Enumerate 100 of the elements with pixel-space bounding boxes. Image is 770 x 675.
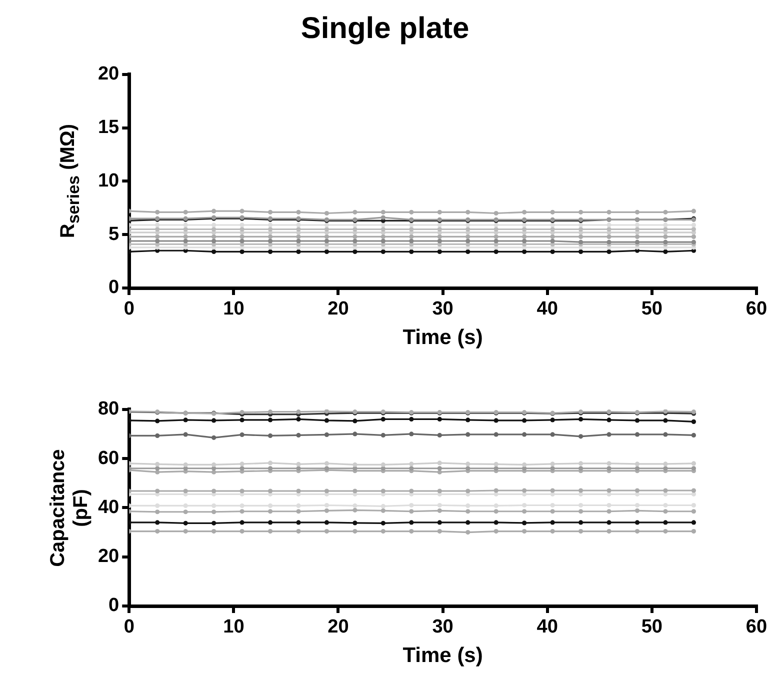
point <box>578 434 584 439</box>
point <box>437 249 442 254</box>
point <box>409 520 414 525</box>
point <box>155 503 160 508</box>
point <box>296 509 301 514</box>
point <box>240 226 244 232</box>
point <box>578 222 584 228</box>
point <box>522 226 527 232</box>
point <box>691 234 696 240</box>
point <box>352 210 358 214</box>
point <box>324 238 330 244</box>
point <box>691 222 696 228</box>
point <box>155 418 160 424</box>
point <box>494 418 498 423</box>
point <box>466 509 470 514</box>
point <box>296 222 301 228</box>
point <box>324 418 330 423</box>
point <box>240 238 244 244</box>
point <box>691 466 696 471</box>
point <box>268 418 273 422</box>
point <box>183 418 188 422</box>
point <box>268 238 273 244</box>
point <box>606 528 612 534</box>
point <box>578 249 584 254</box>
point <box>466 418 470 422</box>
point <box>437 528 442 534</box>
point <box>634 210 640 214</box>
point <box>522 432 527 437</box>
x-tick-label: 40 <box>536 298 558 320</box>
point <box>522 238 527 244</box>
point <box>324 528 330 534</box>
point <box>550 210 555 214</box>
point <box>380 462 386 467</box>
point <box>240 528 244 534</box>
point <box>380 528 386 534</box>
point <box>663 234 668 240</box>
point <box>466 234 470 240</box>
x-tick-label: 0 <box>124 298 134 320</box>
point <box>352 418 358 424</box>
point <box>606 461 612 466</box>
point <box>663 222 668 228</box>
point <box>268 466 273 471</box>
point <box>409 234 414 240</box>
point <box>240 503 244 508</box>
point <box>409 222 414 228</box>
chart-title: Single plate <box>300 12 470 46</box>
point <box>578 416 584 422</box>
point <box>352 462 358 467</box>
point <box>155 528 160 534</box>
point <box>522 509 527 514</box>
x-tick-label: 60 <box>746 616 768 638</box>
point <box>296 234 301 240</box>
point <box>324 210 330 216</box>
point <box>296 462 301 466</box>
point <box>268 210 273 214</box>
point <box>352 226 358 232</box>
point <box>550 234 555 240</box>
point <box>522 488 527 493</box>
point <box>183 510 188 514</box>
point <box>663 520 668 525</box>
point <box>296 210 301 214</box>
point <box>494 234 498 240</box>
point <box>380 215 386 220</box>
point <box>550 466 555 471</box>
point <box>606 210 612 214</box>
point <box>409 466 414 471</box>
point <box>550 249 555 254</box>
point <box>240 208 244 214</box>
point <box>240 520 244 525</box>
point <box>268 509 273 514</box>
point <box>380 222 386 228</box>
y-tick-label: 0 <box>108 595 120 616</box>
point <box>466 462 470 466</box>
point <box>296 488 301 494</box>
y-tick-label: 20 <box>98 546 120 568</box>
y-tick-label: 5 <box>108 224 120 245</box>
point <box>380 488 386 494</box>
point <box>578 234 584 240</box>
point <box>268 433 273 438</box>
point <box>578 488 584 493</box>
point <box>494 249 498 254</box>
point <box>578 509 584 514</box>
y-tick-label: 40 <box>98 496 120 518</box>
point <box>155 510 160 514</box>
point <box>155 226 160 232</box>
point <box>240 249 244 254</box>
point <box>494 503 498 508</box>
point <box>522 462 527 467</box>
point <box>522 210 527 214</box>
point <box>409 226 414 232</box>
point <box>268 520 273 525</box>
point <box>663 466 668 471</box>
point <box>634 520 640 525</box>
point <box>550 520 555 525</box>
point <box>380 226 386 232</box>
point <box>155 238 160 244</box>
point <box>409 210 414 214</box>
point <box>324 508 330 513</box>
x-tick-label: 50 <box>641 616 662 638</box>
point <box>380 520 386 526</box>
